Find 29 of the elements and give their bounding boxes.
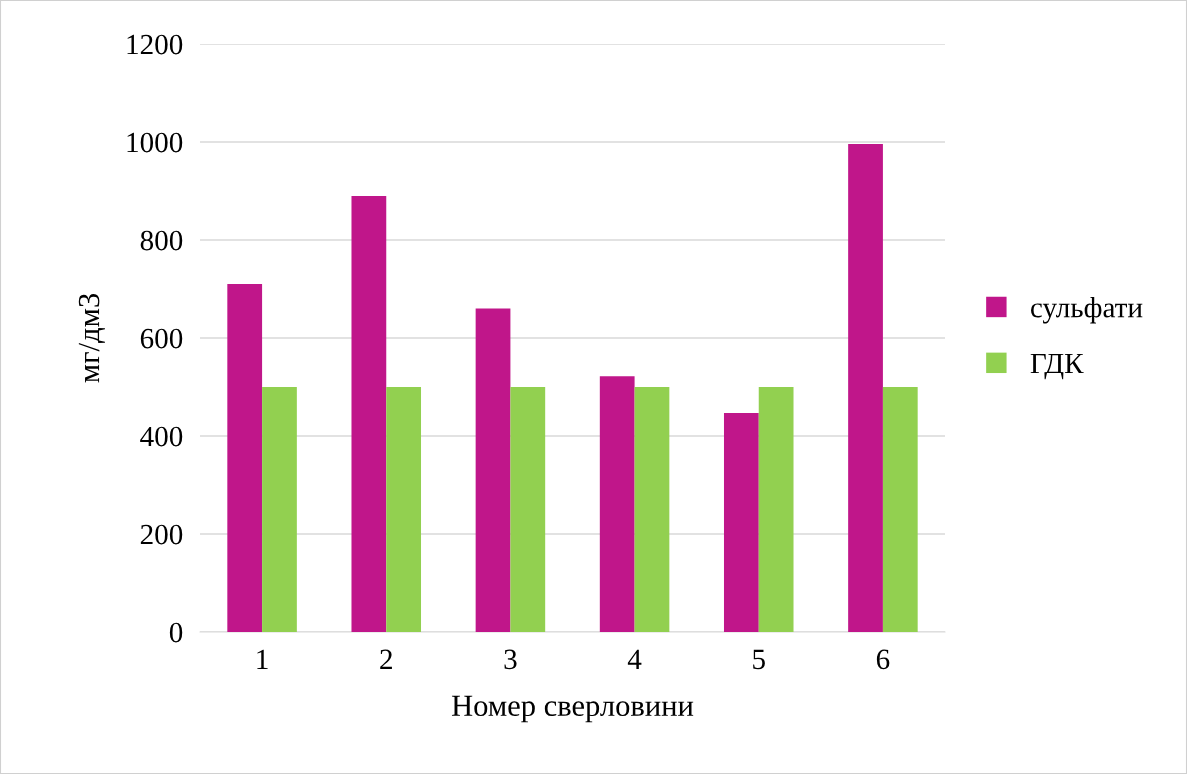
y-tick-label: 200 xyxy=(140,524,183,545)
x-tick-label: 3 xyxy=(504,649,517,670)
bar xyxy=(510,387,546,632)
bar xyxy=(262,387,297,632)
x-tick-label: 6 xyxy=(876,649,890,670)
y-tick-label: 400 xyxy=(140,426,183,447)
bar xyxy=(848,143,883,632)
y-tick-label: 800 xyxy=(140,230,183,251)
x-tick-label: 2 xyxy=(380,649,392,669)
legend-label: ГДК xyxy=(1030,353,1084,380)
y-tick-label: 1200 xyxy=(127,34,183,55)
x-tick-label: 1 xyxy=(257,649,268,669)
bar xyxy=(758,387,794,632)
bar xyxy=(351,195,387,632)
bar xyxy=(882,387,918,632)
bar xyxy=(723,412,759,632)
bar xyxy=(475,308,511,632)
x-axis-title: Номер сверловини xyxy=(451,695,694,723)
y-axis-title: мг/дм3 xyxy=(78,293,105,383)
y-tick-label: 600 xyxy=(140,328,183,349)
y-tick-label: 1000 xyxy=(127,132,183,153)
x-tick-label: 4 xyxy=(627,649,642,669)
legend-label: сульфати xyxy=(1031,296,1143,324)
bar xyxy=(634,387,670,632)
bar xyxy=(386,387,422,632)
x-tick-label: 5 xyxy=(753,649,765,670)
bar xyxy=(227,284,263,632)
y-tick-label: 0 xyxy=(169,622,183,643)
bar xyxy=(599,376,635,632)
